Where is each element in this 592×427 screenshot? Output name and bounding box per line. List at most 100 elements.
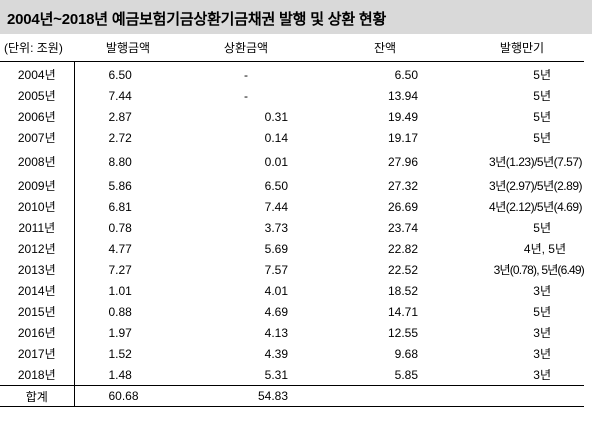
total-maturity	[460, 385, 584, 407]
table-row: 2009년 5.86 6.50 27.32 3년(2.97)/5년(2.89)	[0, 175, 584, 196]
redeem-cell: 4.69	[264, 304, 288, 319]
issue-cell: 1.52	[108, 346, 132, 361]
issue-cell: 2.72	[108, 130, 132, 145]
maturity-cell: 5년	[533, 68, 551, 82]
redeem-cell: 4.13	[264, 325, 288, 340]
header-row: (단위: 조원) 발행금액 상환금액 잔액 발행만기	[0, 34, 584, 62]
year-cell: 2007년	[0, 127, 75, 148]
table-row: 2017년 1.52 4.39 9.68 3년	[0, 343, 584, 364]
year-cell: 2016년	[0, 322, 75, 343]
maturity-cell: 5년	[533, 131, 551, 145]
maturity-cell: 5년	[533, 305, 551, 319]
total-label: 합계	[0, 385, 75, 407]
maturity-cell: 5년	[533, 110, 551, 124]
balance-cell: 27.96	[387, 154, 418, 169]
year-cell: 2015년	[0, 301, 75, 322]
redeem-cell: 5.69	[264, 241, 288, 256]
issue-cell: 7.27	[108, 262, 132, 277]
header-redeem: 상환금액	[182, 34, 310, 62]
balance-cell: 13.94	[387, 88, 418, 103]
redeem-cell: 7.44	[264, 199, 288, 214]
table-row: 2011년 0.78 3.73 23.74 5년	[0, 217, 584, 238]
issue-cell: 1.97	[108, 325, 132, 340]
year-cell: 2014년	[0, 280, 75, 301]
table-row: 2005년 7.44 - 13.94 5년	[0, 85, 584, 106]
table-row: 2007년 2.72 0.14 19.17 5년	[0, 127, 584, 148]
balance-cell: 9.68	[394, 346, 418, 361]
table-row: 2015년 0.88 4.69 14.71 5년	[0, 301, 584, 322]
maturity-cell: 3년	[533, 368, 551, 382]
total-row: 합계 60.68 54.83	[0, 385, 584, 407]
issue-cell: 6.50	[108, 67, 132, 82]
table-row: 2014년 1.01 4.01 18.52 3년	[0, 280, 584, 301]
redeem-cell: 4.01	[264, 283, 288, 298]
maturity-cell: 3년	[533, 347, 551, 361]
title-bar: 2004년~2018년 예금보험기금상환기금채권 발행 및 상환 현황	[0, 0, 592, 34]
balance-cell: 5.85	[394, 367, 418, 382]
year-cell: 2008년	[0, 148, 75, 175]
balance-cell: 22.52	[387, 262, 418, 277]
redeem-cell: 7.57	[264, 262, 288, 277]
year-cell: 2018년	[0, 364, 75, 386]
maturity-cell: 3년(1.23)/5년(7.57)	[489, 155, 582, 169]
table-row: 2008년 8.80 0.01 27.96 3년(1.23)/5년(7.57)	[0, 148, 584, 175]
balance-cell: 23.74	[387, 220, 418, 235]
balance-cell: 27.32	[387, 178, 418, 193]
balance-cell: 14.71	[387, 304, 418, 319]
year-cell: 2012년	[0, 238, 75, 259]
redeem-cell: 0.31	[264, 109, 288, 124]
table-row: 2004년 6.50 - 6.50 5년	[0, 61, 584, 85]
total-balance	[310, 385, 460, 407]
balance-cell: 26.69	[387, 199, 418, 214]
redeem-cell: -	[244, 67, 248, 82]
year-cell: 2010년	[0, 196, 75, 217]
year-cell: 2006년	[0, 106, 75, 127]
maturity-cell: 3년(2.97)/5년(2.89)	[489, 179, 582, 193]
issue-cell: 0.78	[108, 220, 132, 235]
balance-cell: 22.82	[387, 241, 418, 256]
year-cell: 2009년	[0, 175, 75, 196]
maturity-cell: 3년	[533, 326, 551, 340]
total-redeem: 54.83	[182, 385, 310, 407]
table-row: 2018년 1.48 5.31 5.85 3년	[0, 364, 584, 386]
redeem-cell: -	[244, 88, 248, 103]
maturity-cell: 4년(2.12)/5년(4.69)	[489, 200, 582, 214]
total-issue: 60.68	[74, 385, 182, 407]
year-cell: 2013년	[0, 259, 75, 280]
redeem-cell: 5.31	[264, 367, 288, 382]
table-row: 2012년 4.77 5.69 22.82 4년, 5년	[0, 238, 584, 259]
balance-cell: 19.49	[387, 109, 418, 124]
maturity-cell: 5년	[533, 221, 551, 235]
year-cell: 2017년	[0, 343, 75, 364]
table-row: 2013년 7.27 7.57 22.52 3년(0.78), 5년(6.49)	[0, 259, 585, 280]
issue-cell: 1.01	[108, 283, 132, 298]
header-unit: (단위: 조원)	[0, 34, 74, 62]
year-cell: 2004년	[0, 61, 75, 85]
redeem-cell: 4.39	[264, 346, 288, 361]
balance-cell: 6.50	[394, 67, 418, 82]
header-balance: 잔액	[310, 34, 460, 62]
year-cell: 2005년	[0, 85, 75, 106]
maturity-cell: 3년(0.78), 5년(6.49)	[493, 263, 585, 277]
issue-cell: 1.48	[108, 367, 132, 382]
redeem-cell: 0.01	[264, 154, 288, 169]
issue-cell: 2.87	[108, 109, 132, 124]
issue-cell: 8.80	[108, 154, 132, 169]
balance-cell: 19.17	[387, 130, 418, 145]
maturity-cell: 4년, 5년	[523, 242, 566, 256]
table-row: 2016년 1.97 4.13 12.55 3년	[0, 322, 584, 343]
balance-cell: 18.52	[387, 283, 418, 298]
maturity-cell: 5년	[533, 89, 551, 103]
header-maturity: 발행만기	[460, 34, 584, 62]
table-row: 2006년 2.87 0.31 19.49 5년	[0, 106, 584, 127]
header-issue: 발행금액	[74, 34, 182, 62]
balance-cell: 12.55	[387, 325, 418, 340]
bond-table: (단위: 조원) 발행금액 상환금액 잔액 발행만기 2004년 6.50 - …	[0, 34, 585, 407]
table-row: 2010년 6.81 7.44 26.69 4년(2.12)/5년(4.69)	[0, 196, 584, 217]
issue-cell: 5.86	[108, 178, 132, 193]
issue-cell: 6.81	[108, 199, 132, 214]
issue-cell: 0.88	[108, 304, 132, 319]
page-title: 2004년~2018년 예금보험기금상환기금채권 발행 및 상환 현황	[7, 11, 387, 28]
issue-cell: 4.77	[108, 241, 132, 256]
year-cell: 2011년	[0, 217, 75, 238]
